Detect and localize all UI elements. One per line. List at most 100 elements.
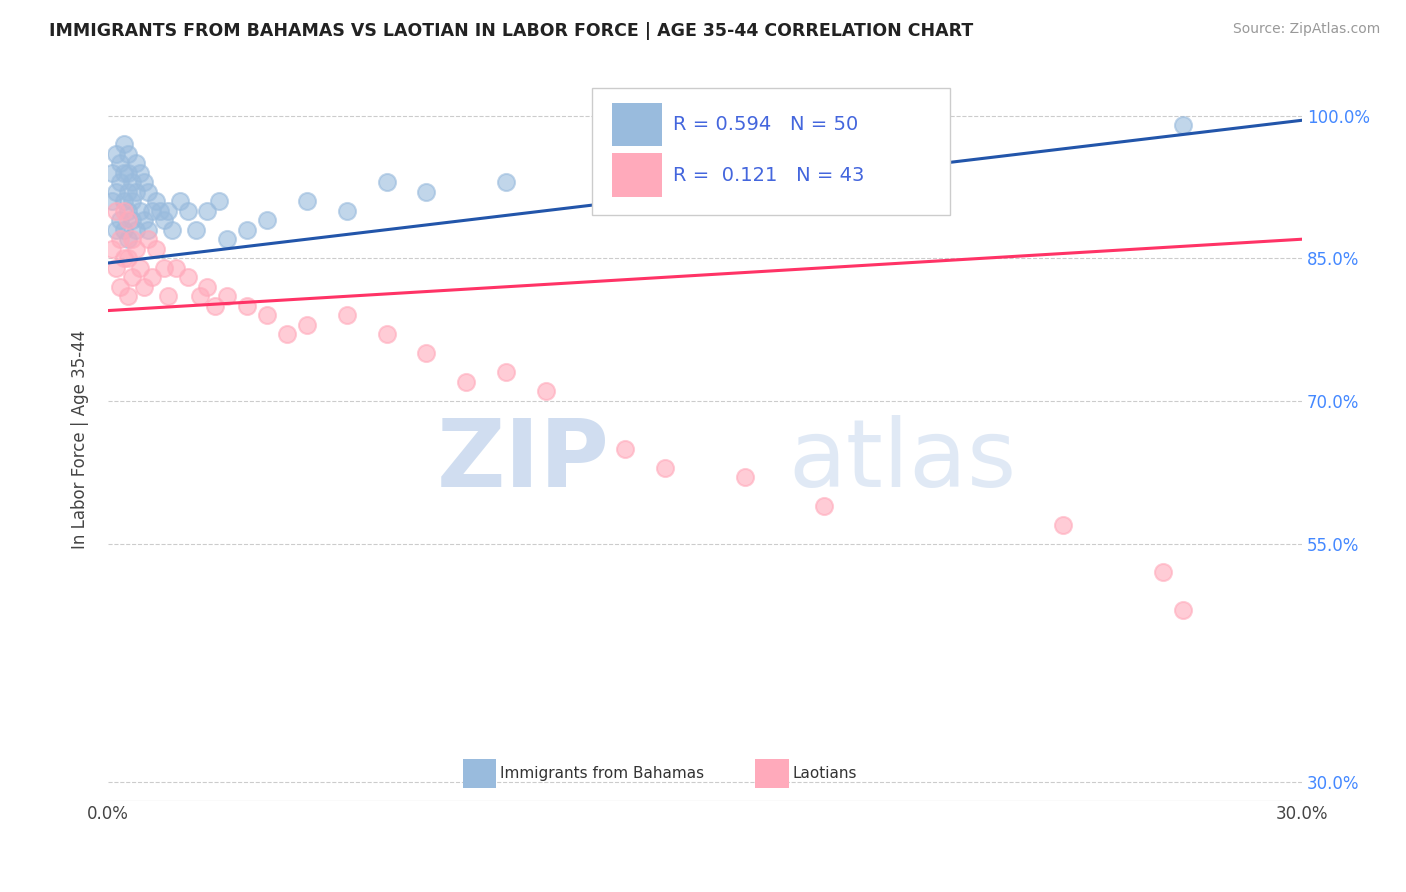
Point — [188, 289, 211, 303]
Point — [125, 185, 148, 199]
Point — [156, 289, 179, 303]
Point — [104, 203, 127, 218]
Point — [101, 194, 124, 208]
Point — [375, 327, 398, 342]
Point — [121, 232, 143, 246]
Point — [125, 222, 148, 236]
Point — [117, 232, 139, 246]
FancyBboxPatch shape — [612, 153, 662, 197]
Point — [149, 203, 172, 218]
Text: R =  0.121   N = 43: R = 0.121 N = 43 — [673, 166, 865, 185]
Point — [132, 213, 155, 227]
Point — [112, 252, 135, 266]
Y-axis label: In Labor Force | Age 35-44: In Labor Force | Age 35-44 — [72, 329, 89, 549]
FancyBboxPatch shape — [755, 759, 789, 789]
Point — [813, 499, 835, 513]
Point — [108, 213, 131, 227]
Point — [117, 165, 139, 179]
Point — [654, 460, 676, 475]
Point — [108, 175, 131, 189]
Point — [176, 270, 198, 285]
Point — [614, 442, 637, 456]
Point — [136, 232, 159, 246]
Point — [125, 242, 148, 256]
Point — [145, 194, 167, 208]
Point — [217, 289, 239, 303]
Point — [112, 194, 135, 208]
Point — [101, 165, 124, 179]
Point — [534, 384, 557, 399]
Point — [112, 136, 135, 151]
Point — [276, 327, 298, 342]
Point — [217, 232, 239, 246]
Point — [136, 222, 159, 236]
Point — [197, 280, 219, 294]
Point — [117, 203, 139, 218]
Text: Immigrants from Bahamas: Immigrants from Bahamas — [499, 765, 704, 780]
Point — [495, 366, 517, 380]
Point — [256, 213, 278, 227]
Point — [121, 270, 143, 285]
Point — [204, 299, 226, 313]
Point — [336, 309, 359, 323]
Point — [145, 242, 167, 256]
Point — [104, 185, 127, 199]
Point — [141, 270, 163, 285]
Point — [128, 165, 150, 179]
Point — [136, 185, 159, 199]
Point — [117, 213, 139, 227]
Point — [121, 175, 143, 189]
Point — [125, 156, 148, 170]
Point — [495, 175, 517, 189]
Point — [108, 156, 131, 170]
Point — [160, 222, 183, 236]
Point — [734, 146, 756, 161]
Text: IMMIGRANTS FROM BAHAMAS VS LAOTIAN IN LABOR FORCE | AGE 35-44 CORRELATION CHART: IMMIGRANTS FROM BAHAMAS VS LAOTIAN IN LA… — [49, 22, 973, 40]
Point — [208, 194, 231, 208]
FancyBboxPatch shape — [612, 103, 662, 146]
Point — [336, 203, 359, 218]
Point — [184, 222, 207, 236]
Point — [101, 242, 124, 256]
Text: Laotians: Laotians — [792, 765, 856, 780]
Point — [256, 309, 278, 323]
Point — [415, 346, 437, 360]
Point — [112, 222, 135, 236]
Point — [295, 318, 318, 332]
Point — [132, 280, 155, 294]
Point — [176, 203, 198, 218]
Point — [375, 175, 398, 189]
Point — [112, 165, 135, 179]
Point — [1152, 566, 1174, 580]
Point — [165, 260, 187, 275]
Point — [156, 203, 179, 218]
Point — [121, 213, 143, 227]
Text: atlas: atlas — [789, 415, 1017, 507]
FancyBboxPatch shape — [592, 88, 950, 215]
Point — [1171, 603, 1194, 617]
Text: ZIP: ZIP — [437, 415, 609, 507]
Point — [108, 232, 131, 246]
Point — [128, 260, 150, 275]
Point — [152, 213, 174, 227]
Point — [108, 280, 131, 294]
Point — [117, 252, 139, 266]
Point — [197, 203, 219, 218]
Point — [152, 260, 174, 275]
FancyBboxPatch shape — [463, 759, 496, 789]
Point — [104, 146, 127, 161]
Point — [1052, 517, 1074, 532]
Point — [128, 203, 150, 218]
Point — [1171, 118, 1194, 132]
Point — [734, 470, 756, 484]
Point — [141, 203, 163, 218]
Point — [415, 185, 437, 199]
Point — [117, 185, 139, 199]
Point — [104, 222, 127, 236]
Point — [117, 289, 139, 303]
Point — [132, 175, 155, 189]
Point — [169, 194, 191, 208]
Point — [112, 203, 135, 218]
Text: Source: ZipAtlas.com: Source: ZipAtlas.com — [1233, 22, 1381, 37]
Point — [121, 194, 143, 208]
